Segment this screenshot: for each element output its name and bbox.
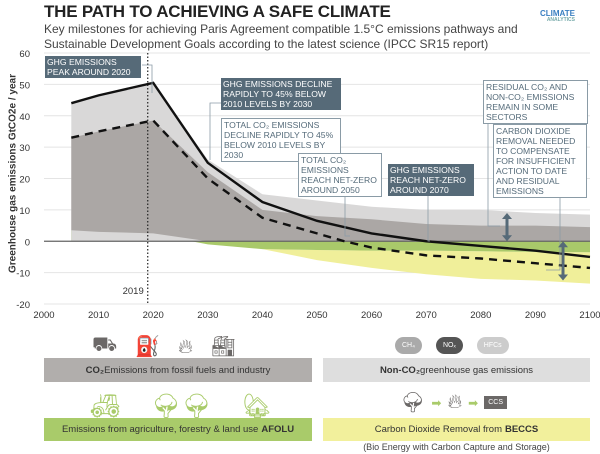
coal-cart-icon: ⛟: [92, 334, 118, 356]
tractor-icon: 🚜︎: [90, 393, 121, 420]
arrow-right-icon: ➡: [431, 395, 442, 410]
climate-analytics-logo: CLIMATE ANALYTICS: [540, 9, 575, 24]
y-tick-label: -10: [16, 269, 30, 280]
x-tick-label: 2010: [88, 310, 109, 321]
gas-clouds: CH₄ NOₓ HFCs: [395, 337, 509, 354]
y-tick-label: 10: [19, 206, 30, 217]
leader-line: [344, 194, 350, 237]
annotation-co2-net-zero: TOTAL CO₂ EMISSIONS REACH NET-ZERO AROUN…: [298, 153, 382, 197]
tree-icon: 🌳︎: [400, 392, 426, 414]
ghg-total-line: [70, 81, 591, 259]
nox-cloud-icon: NOₓ: [435, 337, 463, 354]
annotation-cdr: CARBON DIOXIDE REMOVAL NEEDED TO COMPENS…: [493, 124, 587, 198]
co2-total-line: [71, 119, 591, 270]
legend-co2-bold: CO₂: [85, 364, 105, 376]
x-tick-label: 2100: [579, 310, 600, 321]
title: THE PATH TO ACHIEVING A SAFE CLIMATE: [44, 2, 391, 21]
legend-nonco2: Non-CO₂ greenhouse gas emissions: [323, 358, 590, 382]
x-tick-label: 2030: [197, 310, 218, 321]
y-tick-label: -20: [16, 300, 30, 311]
factory-icon: 🏭︎: [210, 336, 237, 358]
x-tick-label: 2070: [416, 310, 437, 321]
leader-line: [427, 194, 430, 242]
leader-line: [209, 102, 221, 160]
x-tick-label: 2090: [525, 310, 546, 321]
year-2019-label: 2019: [123, 286, 144, 297]
y-tick-label: 60: [19, 49, 30, 60]
legend-afolu-text: Emissions from agriculture, forestry & l…: [61, 424, 259, 435]
fossil-icons: ⛟ ⛽ 🔥︎ 🏭︎: [92, 334, 236, 359]
beccs-area: [191, 241, 591, 284]
afolu-icons: 🚜︎ 🌳︎🌳︎ 🏡︎: [90, 392, 272, 421]
arrow-right-icon: ➡: [468, 395, 479, 410]
legend-co2-text: Emissions from fossil fuels and industry: [104, 364, 271, 376]
legend-afolu-bold: AFOLU: [261, 424, 295, 435]
x-tick-label: 2080: [470, 310, 491, 321]
legend-beccs: Carbon Dioxide Removal from BECCS: [323, 418, 590, 441]
legend-beccs-bold: BECCS: [504, 424, 539, 435]
leader-line: [142, 64, 153, 93]
ccs-icon: CCS: [484, 396, 507, 409]
ch4-cloud-icon: CH₄: [395, 337, 422, 354]
subtitle-line-2: Sustainable Development Goals according …: [44, 37, 489, 51]
fossil-co2-area: [71, 120, 591, 242]
x-tick-label: 2020: [143, 310, 164, 321]
beccs-icons: 🌳︎ ➡ 🔥︎ ➡ CCS: [400, 390, 507, 415]
arrow-head-down-icon: [502, 235, 512, 242]
legend-co2: CO₂ Emissions from fossil fuels and indu…: [44, 358, 312, 382]
annotation-peak: GHG EMISSIONS PEAK AROUND 2020: [45, 56, 141, 78]
x-tick-label: 2000: [33, 310, 54, 321]
y-tick-label: 20: [19, 175, 30, 186]
annotation-ghg-net-zero: GHG EMISSIONS REACH NET-ZERO AROUND 2070: [388, 164, 474, 196]
oil-pump-icon: ⛽: [135, 336, 161, 358]
flame-icon: 🔥︎: [178, 336, 193, 358]
beccs-note: (Bio Energy with Carbon Capture and Stor…: [363, 442, 550, 452]
x-tick-label: 2040: [252, 310, 273, 321]
flame-icon: 🔥︎: [447, 391, 463, 413]
legend-beccs-text: Carbon Dioxide Removal from: [374, 424, 502, 435]
legend-afolu: Emissions from agriculture, forestry & l…: [44, 418, 312, 441]
annotation-residual: RESIDUAL CO₂ AND NON-CO₂ EMISSIONS REMAI…: [483, 80, 588, 124]
subtitle-line-1: Key milestones for achieving Paris Agree…: [44, 22, 518, 36]
trees-icon: 🌳︎🌳︎: [150, 393, 212, 420]
legend-nonco2-bold: Non-CO₂: [379, 364, 421, 376]
annotation-ghg-decline: GHG EMISSIONS DECLINE RAPIDLY TO 45% BEL…: [221, 78, 341, 110]
y-tick-label: 40: [19, 112, 30, 123]
y-tick-label: 30: [19, 143, 30, 154]
arrow-head-up-icon: [502, 213, 512, 220]
farm-house-icon: 🏡︎: [241, 393, 272, 420]
leader-line: [546, 194, 561, 271]
arrow-head-down-icon: [558, 274, 568, 281]
arrow-head-up-icon: [558, 241, 568, 248]
x-tick-label: 2050: [306, 310, 327, 321]
x-tick-label: 2060: [361, 310, 382, 321]
legend-nonco2-text: greenhouse gas emissions: [420, 364, 534, 376]
y-tick-label: 50: [19, 80, 30, 91]
y-tick-label: 0: [25, 237, 30, 248]
hfcs-cloud-icon: HFCs: [476, 337, 509, 354]
